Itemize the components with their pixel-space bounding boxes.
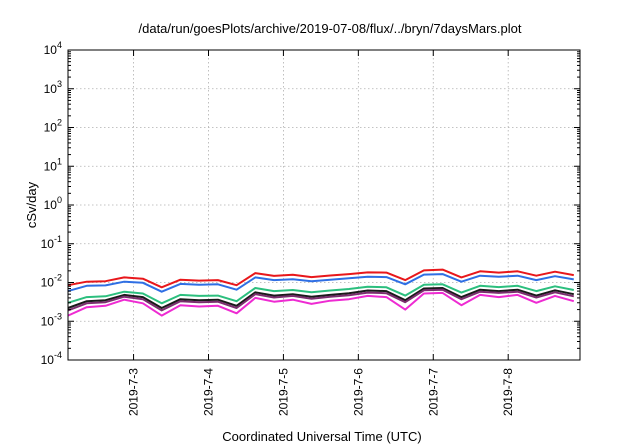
y-tick-base: 10: [44, 159, 58, 173]
y-tick-label: 103: [44, 79, 62, 96]
series-line-6: [67, 291, 575, 317]
y-tick-label: 101: [44, 156, 62, 173]
series-line-3: [67, 283, 574, 305]
grid: [68, 50, 580, 360]
y-tick-exponent: 3: [57, 79, 62, 89]
y-tick-label: 10-4: [41, 350, 62, 367]
y-tick-exponent: -1: [54, 234, 62, 244]
y-tick-base: 10: [41, 353, 55, 367]
y-tick-exponent: -3: [54, 311, 62, 321]
y-axis-label: cSv/day: [24, 181, 39, 228]
series-line-4: [67, 287, 575, 309]
x-tick-label: 2019-7-7: [426, 368, 440, 416]
y-tick-base: 10: [44, 121, 58, 135]
x-tick-label: 2019-7-4: [201, 368, 215, 416]
y-tick-exponent: 0: [57, 195, 62, 205]
series-line-5: [67, 288, 575, 312]
chart-title: /data/run/goesPlots/archive/2019-07-08/f…: [139, 21, 522, 36]
y-tick-exponent: 4: [57, 40, 62, 50]
x-tick-label: 2019-7-6: [351, 368, 365, 416]
y-tick-base: 10: [44, 82, 58, 96]
series-line-2: [67, 273, 574, 293]
x-tick-label: 2019-7-5: [276, 368, 290, 416]
x-tick-label: 2019-7-8: [501, 368, 515, 416]
y-tick-exponent: -2: [54, 273, 62, 283]
y-tick-label: 100: [44, 195, 62, 212]
y-tick-base: 10: [41, 237, 55, 251]
series-group: [67, 268, 575, 317]
y-tick-base: 10: [41, 314, 55, 328]
y-tick-label: 102: [44, 118, 62, 135]
y-tick-base: 10: [44, 198, 58, 212]
y-tick-label: 10-2: [41, 273, 62, 290]
x-tick-label: 2019-7-3: [127, 368, 141, 416]
x-axis: 2019-7-3 2019-7-4 2019-7-5 2019-7-6 2019-7-7…: [127, 50, 515, 416]
x-axis-label: Coordinated Universal Time (UTC): [222, 429, 421, 444]
y-tick-base: 10: [44, 43, 58, 57]
y-tick-base: 10: [41, 276, 55, 290]
y-tick-exponent: 1: [57, 156, 62, 166]
y-tick-exponent: 2: [57, 118, 62, 128]
y-tick-label: 10-3: [41, 311, 62, 328]
y-tick-exponent: -4: [54, 350, 62, 360]
series-line-1: [67, 268, 574, 289]
y-tick-label: 104: [44, 40, 62, 57]
y-tick-label: 10-1: [41, 234, 62, 251]
